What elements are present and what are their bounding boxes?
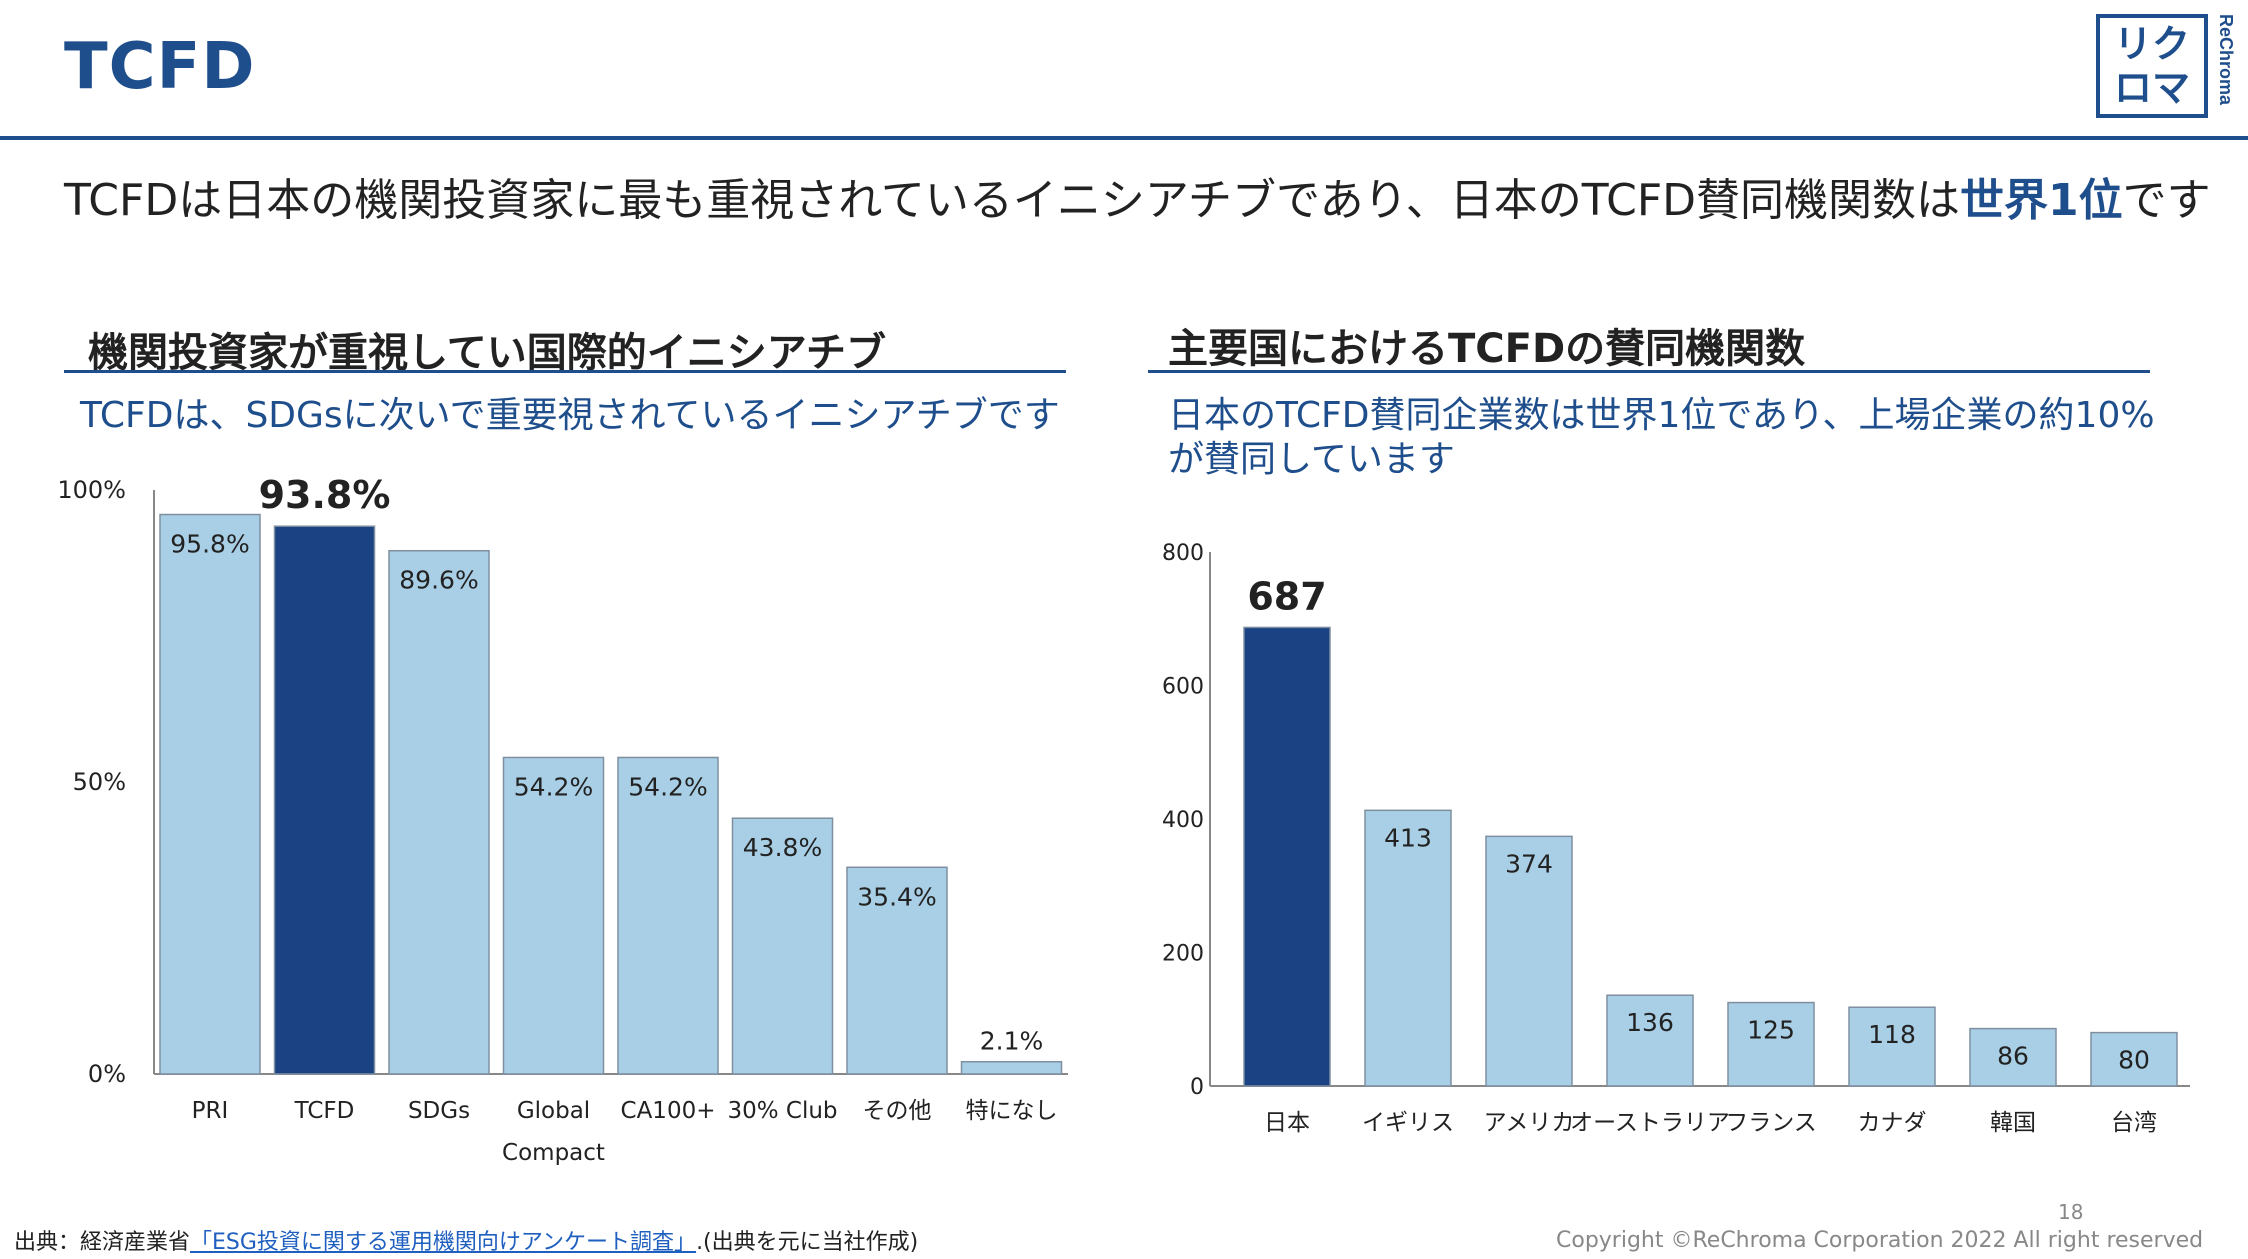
right-chart-data-label: 86 bbox=[1997, 1042, 2029, 1071]
left-chart-bar bbox=[388, 549, 490, 1075]
left-chart-x-tick-label: Global bbox=[517, 1098, 590, 1124]
left-chart-bar bbox=[159, 513, 261, 1075]
right-chart-x-tick-label: 韓国 bbox=[1990, 1110, 2036, 1136]
left-chart-x-tick-label: CA100+ bbox=[621, 1098, 716, 1124]
right-subtitle-line2: が賛同しています bbox=[1168, 439, 1455, 480]
logo-text-top: リク bbox=[2113, 22, 2190, 66]
right-subtitle-line1: 日本のTCFD賛同企業数は世界1位であり、上場企業の約10% bbox=[1168, 395, 2155, 436]
right-chart-x-tick-label: 台湾 bbox=[2111, 1110, 2157, 1136]
right-chart-bar bbox=[1485, 835, 1573, 1087]
right-chart-x-tick-label: イギリス bbox=[1362, 1110, 1454, 1136]
left-chart-x-tick-label: TCFD bbox=[294, 1098, 355, 1124]
left-chart-bar bbox=[273, 525, 376, 1075]
right-chart-data-label: 80 bbox=[2118, 1046, 2150, 1075]
right-subtitle: 日本のTCFD賛同企業数は世界1位であり、上場企業の約10% が賛同しています bbox=[1168, 394, 2155, 482]
left-chart-bar bbox=[731, 817, 834, 1075]
initiative-bar-chart: 0% 50% 100% 95.8% PRI 93.8% TCFD 89.6% SDGs 54.2%… bbox=[57, 473, 1068, 1166]
left-chart-y-tick-label: 100% bbox=[57, 476, 126, 504]
left-chart-data-label: 43.8% bbox=[743, 833, 822, 862]
country-bar-chart: 0 200 400 600 800 687 日本 413 イギリス 374 アメリカ 136 オーストラ… bbox=[1162, 541, 2190, 1136]
source-prefix: 出典：経済産業省 bbox=[14, 1230, 191, 1255]
title-divider bbox=[0, 136, 2248, 140]
right-chart-x-tick-label: カナダ bbox=[1858, 1110, 1927, 1136]
left-chart-y-tick-label: 50% bbox=[73, 768, 126, 796]
headline: TCFDは日本の機関投資家に最も重視されているイニシアチブであり、日本のTCFD… bbox=[64, 164, 2211, 228]
left-subtitle: TCFDは、SDGsに次いで重要視されているイニシアチブです bbox=[80, 395, 1060, 436]
right-chart-y-tick-label: 800 bbox=[1162, 541, 1204, 566]
left-chart-bar bbox=[846, 866, 948, 1075]
right-chart-bar bbox=[1848, 1006, 1936, 1087]
left-chart-x-tick-label: その他 bbox=[863, 1098, 932, 1124]
right-chart-y-tick-label: 400 bbox=[1162, 808, 1204, 833]
right-chart-bar bbox=[1727, 1001, 1815, 1087]
left-chart-data-label-highlight: 93.8% bbox=[259, 473, 391, 517]
right-chart-bar bbox=[1243, 626, 1331, 1087]
right-chart-data-label: 125 bbox=[1747, 1016, 1795, 1045]
headline-highlight: 世界1位 bbox=[1960, 175, 2123, 226]
left-chart-x-tick-label: Compact bbox=[502, 1140, 605, 1166]
left-chart-x-tick-label: 30% Club bbox=[727, 1098, 837, 1124]
right-chart-x-tick-label: オーストラリア bbox=[1570, 1110, 1730, 1136]
right-chart-y-tick-label: 200 bbox=[1162, 942, 1204, 967]
left-section-divider bbox=[64, 370, 1066, 373]
left-chart-data-label: 54.2% bbox=[514, 772, 593, 801]
right-chart-data-label: 118 bbox=[1868, 1020, 1916, 1049]
page-title: TCFD bbox=[64, 30, 256, 104]
copyright-notice: Copyright ©ReChroma Corporation 2022 All… bbox=[1556, 1228, 2204, 1253]
left-chart-data-label: 95.8% bbox=[170, 530, 249, 559]
page-number: 18 bbox=[2058, 1200, 2084, 1224]
left-chart-y-tick-label: 0% bbox=[88, 1060, 126, 1088]
left-chart-x-tick-label: PRI bbox=[192, 1098, 229, 1124]
right-chart-x-tick-label: アメリカ bbox=[1484, 1110, 1575, 1136]
logo-text-bottom: ロマ bbox=[2113, 66, 2190, 110]
right-chart-bar bbox=[1364, 809, 1452, 1087]
company-logo: リク ロマ bbox=[2096, 14, 2208, 118]
right-section-title: 主要国におけるTCFDの賛同機関数 bbox=[1168, 326, 1806, 372]
right-chart-y-tick-label: 600 bbox=[1162, 675, 1204, 700]
source-link[interactable]: 「ESG投資に関する運用機関向けアンケート調査」 bbox=[190, 1230, 697, 1255]
left-chart-x-tick-label: 特になし bbox=[966, 1098, 1058, 1124]
right-chart-data-label: 136 bbox=[1626, 1008, 1674, 1037]
right-chart-data-label-highlight: 687 bbox=[1247, 574, 1326, 618]
right-chart-data-label: 374 bbox=[1505, 849, 1553, 878]
right-chart-bar bbox=[1969, 1027, 2057, 1087]
right-chart-x-tick-label: 日本 bbox=[1264, 1110, 1310, 1136]
left-chart-x-tick-label: SDGs bbox=[408, 1098, 470, 1124]
logo-wordmark: ReChroma bbox=[2216, 14, 2236, 106]
left-chart-data-label: 35.4% bbox=[857, 882, 936, 911]
right-chart-bar bbox=[2090, 1031, 2178, 1087]
left-chart-data-label: 2.1% bbox=[980, 1027, 1044, 1056]
source-citation: 出典：経済産業省「ESG投資に関する運用機関向けアンケート調査」.(出典を元に当… bbox=[14, 1224, 918, 1256]
left-chart-bar bbox=[502, 756, 605, 1075]
left-chart-data-label: 89.6% bbox=[399, 566, 478, 595]
left-chart-bar bbox=[617, 756, 719, 1075]
right-chart-data-label: 413 bbox=[1384, 823, 1432, 852]
left-chart-bar bbox=[960, 1060, 1063, 1075]
headline-main: TCFDは日本の機関投資家に最も重視されているイニシアチブであり、日本のTCFD… bbox=[64, 175, 1961, 226]
left-chart-data-label: 54.2% bbox=[628, 772, 707, 801]
right-section-divider bbox=[1148, 370, 2150, 373]
headline-tail: です bbox=[2122, 175, 2211, 226]
left-section-title: 機関投資家が重視してい国際的イニシアチブ bbox=[88, 330, 886, 376]
right-chart-x-tick-label: フランス bbox=[1725, 1110, 1817, 1136]
source-suffix: .(出典を元に当社作成) bbox=[696, 1230, 919, 1255]
right-chart-y-tick-label: 0 bbox=[1190, 1075, 1204, 1100]
right-chart-bar bbox=[1606, 994, 1694, 1087]
